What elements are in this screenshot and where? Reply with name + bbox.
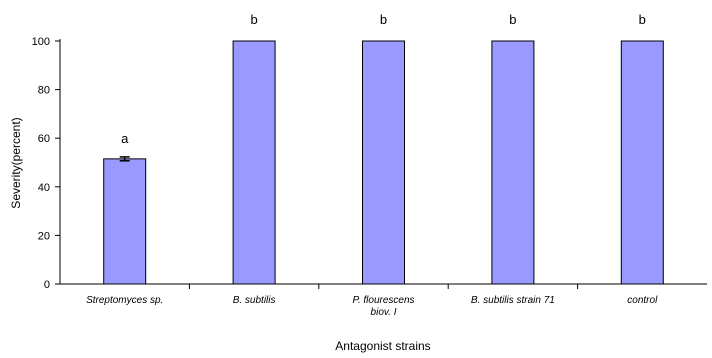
y-tick-label: 20: [38, 230, 50, 242]
x-tick-label: P. flourescens biov. I: [352, 295, 414, 318]
x-tick-label-line: P. flourescens: [352, 295, 414, 306]
x-axis-title: Antagonist strains: [335, 339, 430, 353]
x-tick-label: B. subtilis strain 71: [471, 295, 555, 306]
significance-letter: a: [121, 131, 129, 146]
x-tick-label-line: Streptomyces sp.: [86, 295, 163, 306]
plot-area: 0 20 40 60 80 100 a Streptomyces sp. b B. subtili…: [32, 12, 707, 318]
bar: [620, 40, 664, 285]
significance-letter: b: [639, 12, 646, 27]
x-tick-label-line: control: [627, 295, 658, 306]
y-tick-label: 60: [38, 133, 50, 145]
x-tick-label-line: biov. I: [371, 307, 397, 318]
x-tick-label: Streptomyces sp.: [86, 295, 163, 306]
bar: [491, 40, 535, 285]
x-tick-label-line: B. subtilis: [233, 295, 276, 306]
significance-letter: b: [380, 12, 387, 27]
y-tick-label: 0: [44, 279, 50, 291]
significance-letter: b: [509, 12, 516, 27]
y-tick-label: 80: [38, 85, 50, 97]
bar: [362, 40, 405, 285]
x-tick-label-line: B. subtilis strain 71: [471, 295, 555, 306]
significance-letter: b: [250, 12, 257, 27]
y-tick-label: 100: [32, 36, 50, 48]
x-tick-label: B. subtilis: [233, 295, 276, 306]
y-tick-label: 40: [38, 182, 50, 194]
y-axis-title: Severity(percent): [9, 117, 23, 208]
bar: [232, 40, 276, 285]
bar: [103, 158, 147, 285]
x-tick-label: control: [627, 295, 658, 306]
